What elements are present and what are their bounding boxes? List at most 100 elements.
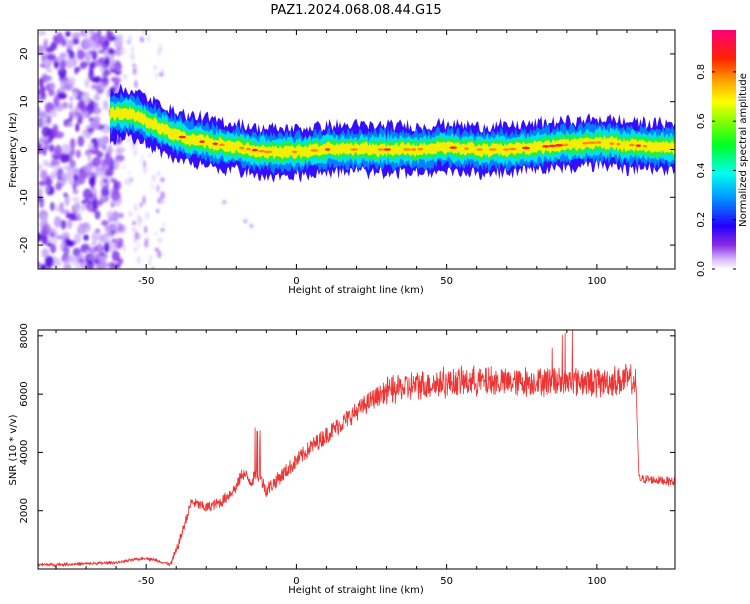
snr-x-ticks: -50 0 50 100 bbox=[55, 330, 658, 587]
noise-blob bbox=[38, 31, 47, 36]
noise-blob bbox=[41, 73, 48, 84]
y-tick-label: 4000 bbox=[19, 440, 30, 465]
noise-blob bbox=[88, 69, 95, 81]
noise-blob bbox=[130, 52, 135, 61]
ridge-peak bbox=[582, 141, 589, 145]
noise-blob bbox=[161, 199, 166, 205]
noise-blob bbox=[42, 147, 47, 156]
noise-blob bbox=[146, 34, 151, 42]
figure-title: PAZ1.2024.068.08.44.G15 bbox=[270, 3, 441, 18]
noise-blob bbox=[143, 160, 146, 169]
noise-blob bbox=[131, 44, 134, 54]
ridge-peak bbox=[609, 142, 615, 145]
noise-blob bbox=[71, 255, 82, 267]
x-tick-label: 50 bbox=[440, 276, 453, 287]
noise-blob bbox=[142, 166, 148, 174]
noise-blob bbox=[157, 197, 163, 204]
noise-blob bbox=[67, 122, 74, 128]
noise-blob bbox=[103, 178, 109, 184]
noise-blob bbox=[113, 62, 122, 71]
noise-blob bbox=[90, 118, 100, 129]
noise-blob bbox=[38, 45, 45, 56]
noise-blob bbox=[132, 63, 136, 68]
noise-blob bbox=[54, 131, 65, 139]
noise-blob bbox=[68, 50, 75, 59]
noise-blob bbox=[110, 211, 120, 221]
noise-blob bbox=[155, 208, 160, 213]
noise-blob bbox=[65, 30, 71, 37]
x-tick-label: 50 bbox=[440, 576, 453, 587]
snr-series-line bbox=[38, 330, 675, 568]
noise-blob bbox=[63, 245, 70, 256]
noise-blob bbox=[66, 219, 73, 230]
ridge-peak bbox=[324, 148, 331, 151]
ridge-peak bbox=[178, 135, 186, 139]
noise-blob bbox=[97, 49, 106, 54]
noise-blob bbox=[120, 47, 126, 56]
noise-blob bbox=[68, 102, 73, 110]
noise-blob bbox=[107, 31, 115, 42]
noise-blob bbox=[38, 163, 43, 172]
noise-blob bbox=[133, 247, 138, 252]
noise-blob bbox=[91, 231, 99, 243]
noise-blob bbox=[87, 127, 94, 133]
noise-blob bbox=[140, 201, 143, 208]
noise-blob bbox=[102, 99, 109, 111]
ridge-peak bbox=[252, 148, 258, 152]
noise-blob bbox=[115, 47, 122, 57]
noise-blob bbox=[103, 234, 109, 245]
noise-blob bbox=[137, 213, 141, 222]
y-tick-label: 0 bbox=[19, 146, 30, 152]
noise-blob bbox=[41, 126, 51, 138]
noise-blob bbox=[82, 165, 93, 173]
ridge-peak bbox=[595, 141, 602, 144]
ridge-peak bbox=[628, 143, 635, 147]
noise-blob bbox=[40, 92, 47, 100]
noise-blob bbox=[83, 234, 89, 241]
noise-blob bbox=[74, 66, 79, 75]
noise-blob bbox=[53, 95, 60, 108]
ridge-peak bbox=[383, 148, 392, 151]
noise-blob bbox=[80, 204, 85, 213]
noise-blob bbox=[45, 46, 55, 53]
noise-blob bbox=[160, 177, 165, 183]
ridge-peak bbox=[402, 148, 412, 151]
noise-blob bbox=[76, 49, 85, 60]
noise-blob bbox=[97, 242, 103, 254]
noise-blob bbox=[142, 195, 146, 205]
noise-blob bbox=[61, 143, 72, 154]
colorbar-label: Normalized spectral amplitude bbox=[738, 73, 749, 227]
noise-blob bbox=[49, 243, 57, 254]
colorbar-tick-label: 0.2 bbox=[696, 212, 707, 228]
noise-blob bbox=[124, 178, 127, 186]
ridge-peak bbox=[291, 150, 298, 154]
noise-blob bbox=[122, 244, 126, 253]
colorbar-tick-label: 0.0 bbox=[696, 261, 707, 277]
noise-blob bbox=[156, 170, 161, 177]
noise-blob bbox=[42, 160, 49, 167]
ridge-peak bbox=[449, 146, 458, 149]
noise-blob bbox=[48, 144, 55, 153]
ridge-peak bbox=[239, 146, 245, 150]
noise-blob bbox=[89, 247, 97, 255]
colorbar-tick-label: 0.4 bbox=[696, 162, 707, 178]
x-tick-label: -50 bbox=[138, 576, 154, 587]
noise-blob bbox=[122, 165, 126, 169]
noise-blob bbox=[55, 182, 63, 191]
noise-blob bbox=[115, 154, 125, 162]
noise-blob bbox=[63, 259, 70, 264]
ridge-peak bbox=[563, 143, 569, 147]
noise-blob bbox=[60, 219, 67, 230]
noise-blob bbox=[155, 72, 158, 80]
colorbar: 0.0 0.2 0.4 0.6 0.8 Normalized spectral ampl… bbox=[696, 30, 749, 277]
noise-blob bbox=[43, 38, 48, 49]
noise-blob bbox=[107, 144, 113, 155]
colorbar-ticks: 0.0 0.2 0.4 0.6 0.8 bbox=[696, 64, 736, 277]
noise-blob bbox=[106, 232, 115, 238]
noise-blob bbox=[144, 239, 149, 248]
noise-blob bbox=[50, 201, 55, 212]
noise-blob bbox=[111, 250, 120, 262]
spectrogram-ridge bbox=[110, 83, 675, 183]
y-tick-label: 10 bbox=[19, 95, 30, 108]
noise-blob bbox=[94, 92, 101, 100]
